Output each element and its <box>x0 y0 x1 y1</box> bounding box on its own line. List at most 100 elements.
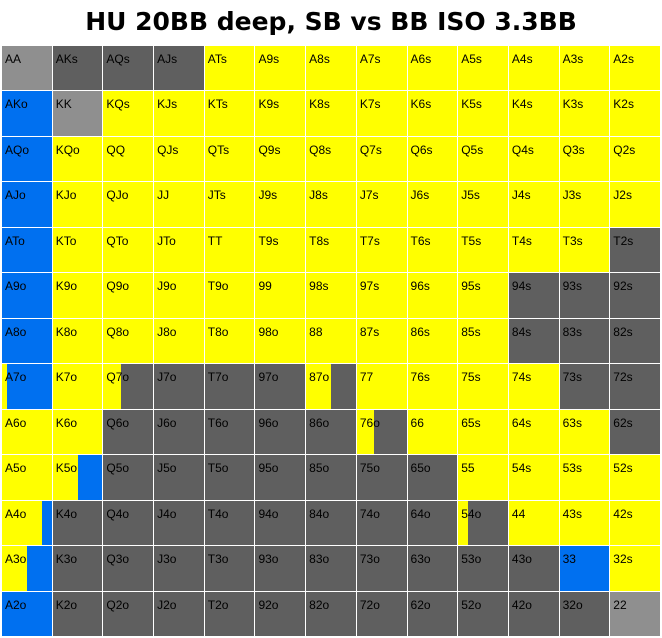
hand-label: 74o <box>359 506 380 521</box>
hand-cell: Q2o <box>103 591 154 636</box>
hand-label: A8s <box>309 52 330 66</box>
hand-label: A7o <box>5 370 27 385</box>
hand-cell: T5o <box>204 455 255 500</box>
hand-cell: TT <box>204 227 255 273</box>
hand-cell-fill <box>407 136 458 182</box>
hand-cell-fill <box>559 409 610 455</box>
hand-label: K9s <box>258 97 280 112</box>
hand-cell-fill <box>52 46 103 91</box>
hand-cell: QTs <box>204 136 255 182</box>
hand-cell: 99 <box>255 273 306 318</box>
hand-cell-fill <box>103 318 154 364</box>
hand-label: 72s <box>613 370 633 385</box>
hand-label: Q9s <box>258 142 281 157</box>
hand-cell: K3s <box>559 91 610 136</box>
hand-cell-fill <box>559 182 610 227</box>
hand-cell-fill <box>458 591 508 636</box>
hand-cell-fill <box>204 500 255 546</box>
hand-label: A3o <box>5 552 27 567</box>
hand-cell-fill <box>458 46 508 91</box>
hand-cell: JJ <box>154 182 204 227</box>
hand-cell: 42s <box>610 500 660 546</box>
hand-label: Q3o <box>106 552 130 567</box>
hand-cell-fill <box>154 364 204 409</box>
hand-cell: 76o <box>356 409 407 455</box>
hand-cell: Q8s <box>306 136 356 182</box>
hand-label: 85o <box>309 461 330 476</box>
hand-label: KJs <box>157 97 178 112</box>
hand-cell-fill <box>52 273 103 318</box>
hand-label: J3s <box>562 188 582 203</box>
hand-cell: K5o <box>52 455 103 500</box>
hand-cell-fill <box>356 455 407 500</box>
hand-cell-fill <box>356 182 407 227</box>
hand-cell: 85o <box>306 455 356 500</box>
hand-cell: J7s <box>356 182 407 227</box>
hand-label: J5s <box>461 188 480 203</box>
hand-label: A9s <box>258 52 280 66</box>
hand-label: A8o <box>5 324 27 339</box>
hand-cell: 63o <box>407 546 458 591</box>
hand-label: Q5s <box>461 142 484 157</box>
hand-cell-fill <box>52 591 103 636</box>
hand-cell-fill <box>610 546 660 591</box>
hand-label: A2s <box>613 52 634 66</box>
hand-cell-fill <box>407 46 458 91</box>
hand-cell: AJs <box>154 46 204 91</box>
hand-cell: T8o <box>204 318 255 364</box>
hand-cell-fill <box>508 409 559 455</box>
hand-cell: K2o <box>52 591 103 636</box>
hand-label: 95o <box>258 461 279 476</box>
hand-cell: KJo <box>52 182 103 227</box>
hand-cell-fill <box>154 546 204 591</box>
hand-cell: 74o <box>356 500 407 546</box>
hand-label: K8o <box>55 324 78 339</box>
hand-cell: Q7o <box>103 364 154 409</box>
hand-label: 32o <box>562 597 583 612</box>
hand-label: K3o <box>55 552 78 567</box>
hand-cell: A7o <box>2 364 52 409</box>
hand-label: 52o <box>461 597 482 612</box>
hand-cell-fill <box>356 91 407 136</box>
hand-cell: T3o <box>204 546 255 591</box>
hand-cell: 65s <box>458 409 508 455</box>
hand-cell: Q5o <box>103 455 154 500</box>
hand-cell-fill <box>610 591 660 636</box>
hand-cell: 52s <box>610 455 660 500</box>
hand-cell-fill <box>204 182 255 227</box>
hand-cell: KJs <box>154 91 204 136</box>
hand-label: J3o <box>157 552 177 567</box>
hand-cell-fill <box>2 409 52 455</box>
hand-cell-fill <box>255 591 306 636</box>
hand-cell-fill <box>154 273 204 318</box>
hand-cell-fill <box>52 136 103 182</box>
hand-cell: 93s <box>559 273 610 318</box>
hand-cell-fill <box>204 364 255 409</box>
hand-label: JTo <box>157 233 176 248</box>
hand-cell: K5s <box>458 91 508 136</box>
hand-label: 54o <box>461 506 482 521</box>
hand-cell: 64o <box>407 500 458 546</box>
hand-cell-fill <box>407 455 458 500</box>
hand-cell: A2s <box>610 46 660 91</box>
hand-label: K6o <box>55 415 78 430</box>
hand-cell-fill <box>559 318 610 364</box>
hand-cell: K9s <box>255 91 306 136</box>
hand-cell-fill <box>559 227 610 273</box>
hand-cell: J6o <box>154 409 204 455</box>
hand-label: K4o <box>55 506 78 521</box>
hand-cell-fill <box>306 546 356 591</box>
hand-label: 95s <box>461 279 481 294</box>
hand-cell-fill <box>407 227 458 273</box>
hand-cell: KTs <box>204 91 255 136</box>
hand-label: K2s <box>613 97 634 112</box>
hand-cell-fill <box>508 91 559 136</box>
hand-label: 76s <box>410 370 430 385</box>
hand-cell-fill <box>508 546 559 591</box>
hand-cell-fill <box>2 546 27 591</box>
hand-cell-fill <box>610 364 660 409</box>
hand-cell-fill <box>2 455 52 500</box>
hand-cell-fill <box>154 182 204 227</box>
hand-cell: T2o <box>204 591 255 636</box>
chart-title: HU 20BB deep, SB vs BB ISO 3.3BB <box>85 7 577 36</box>
